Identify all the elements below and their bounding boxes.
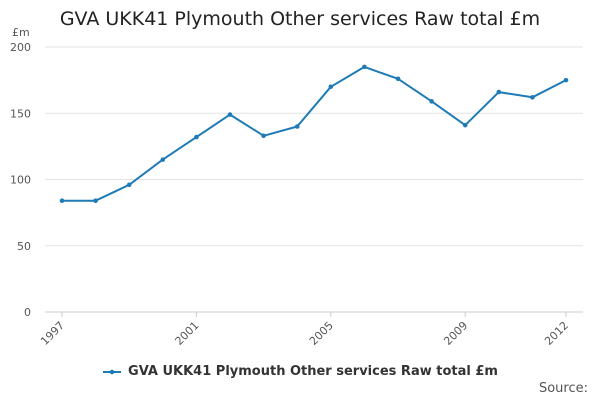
data-point	[328, 84, 334, 90]
data-point	[93, 198, 98, 203]
data-point	[227, 112, 233, 117]
data-point	[194, 134, 199, 140]
data-point	[59, 198, 65, 203]
data-point	[395, 76, 401, 82]
legend: GVA UKK41 Plymouth Other services Raw to…	[0, 364, 600, 379]
data-point	[362, 64, 367, 70]
chart-title: GVA UKK41 Plymouth Other services Raw to…	[59, 8, 541, 30]
y-tick-label: 150	[10, 107, 31, 120]
source-label: Source:	[538, 381, 588, 396]
x-tick-label: 2009	[441, 319, 470, 348]
data-point	[294, 124, 300, 129]
data-point	[261, 133, 266, 139]
legend-label: GVA UKK41 Plymouth Other services Raw to…	[128, 364, 498, 379]
x-tick-label: 2001	[173, 319, 202, 348]
series-line	[62, 65, 567, 202]
data-point	[160, 157, 166, 162]
data-point	[429, 99, 434, 104]
data-point	[530, 95, 535, 100]
y-tick-label: 0	[24, 306, 31, 319]
data-point	[462, 122, 468, 128]
x-tick-label: 2012	[542, 319, 571, 348]
x-tick-label: 2005	[307, 319, 336, 348]
x-tick-label: 1997	[38, 319, 67, 348]
legend-swatch	[103, 369, 122, 374]
y-tick-label: 100	[10, 174, 31, 187]
data-point	[496, 89, 502, 95]
y-axis-label: £m	[12, 26, 30, 39]
data-point	[563, 77, 569, 83]
y-tick-label: 200	[10, 41, 31, 54]
y-tick-label: 50	[17, 240, 31, 253]
data-point	[126, 182, 132, 188]
